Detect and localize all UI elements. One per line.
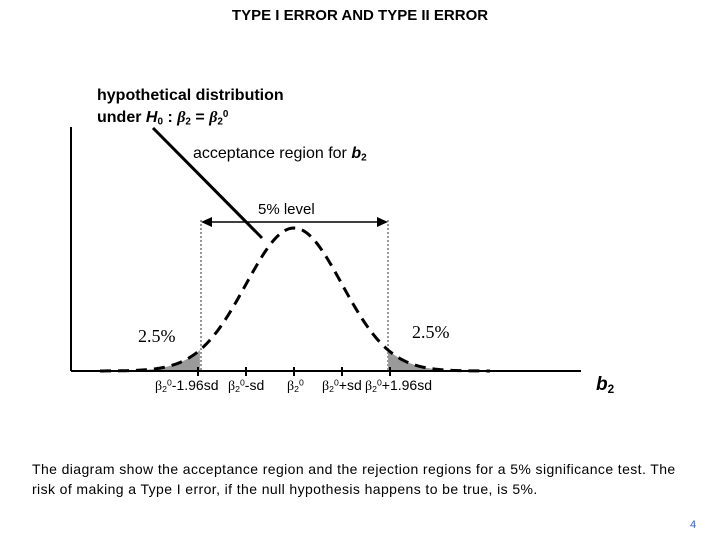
caption: The diagram show the acceptance region a…: [32, 461, 676, 497]
tick-beta: β: [365, 379, 373, 394]
x-axis-tick-marks: [197, 367, 391, 376]
tick-label-plus-196sd: β20+1.96sd: [365, 377, 432, 395]
hypothesis-H-sub: 0: [157, 116, 163, 128]
tick-sub: 2: [162, 384, 167, 395]
hypothesis-beta-rhs-sub: 2: [217, 116, 223, 128]
tick-beta: β: [228, 379, 236, 394]
acceptance-text: acceptance region for: [193, 145, 347, 162]
tick-label-plus-sd: β20+sd: [322, 377, 362, 395]
page-number: 4: [690, 519, 697, 531]
slide-title: TYPE I ERROR AND TYPE II ERROR: [231, 7, 489, 24]
tick-beta: β: [322, 379, 330, 394]
pointer-line: [151, 126, 264, 240]
tick-sup: 0: [376, 377, 382, 388]
hypothesis-equals: =: [195, 109, 205, 126]
tick-sub: 2: [329, 384, 334, 395]
tick-sub: 2: [372, 384, 377, 395]
hypothesis-label-line1: hypothetical distribution: [97, 87, 284, 104]
hypothesis-beta-lhs: β: [177, 109, 186, 126]
tick-suffix: +sd: [338, 377, 362, 393]
acceptance-b-sub: 2: [361, 152, 367, 164]
hypothesis-colon: :: [167, 109, 173, 126]
tick-suffix: +1.96sd: [381, 377, 432, 393]
x-axis-b: b: [596, 374, 608, 395]
hypothesis-beta-rhs: β: [209, 109, 218, 126]
tick-label-minus-sd: β20-sd: [228, 377, 264, 395]
tick-sup: 0: [333, 377, 339, 388]
normal-distribution-curve: [99, 226, 491, 373]
hypothesis-beta-lhs-sub: 2: [185, 116, 191, 128]
tick-sub: 2: [294, 384, 299, 395]
level-arrow-left-head: [201, 217, 212, 227]
tick-suffix: -1.96sd: [171, 377, 219, 393]
tick-sup: 0: [239, 377, 245, 388]
hypothesis-H: H: [145, 109, 158, 126]
hypothesis-beta-rhs-sup: 0: [222, 109, 229, 121]
left-tail-percent: 2.5%: [138, 326, 176, 346]
tick-suffix: -sd: [244, 377, 265, 393]
level-arrow-right-head: [377, 217, 388, 227]
right-rejection-region: [388, 350, 490, 371]
acceptance-region-label: acceptance region for b2: [193, 145, 367, 163]
tick-sup: 0: [298, 377, 304, 388]
tick-sup: 0: [166, 377, 172, 388]
left-rejection-region: [100, 350, 200, 371]
acceptance-b: b: [351, 145, 362, 162]
tick-beta: β: [287, 379, 295, 394]
x-axis-label: b2: [596, 374, 614, 396]
right-tail-percent: 2.5%: [412, 322, 450, 342]
x-axis-b-sub: 2: [607, 382, 615, 396]
tick-beta: β: [155, 379, 163, 394]
level-label: 5% level: [258, 201, 315, 218]
tick-sub: 2: [235, 384, 240, 395]
tick-label-minus-196sd: β20-1.96sd: [155, 377, 218, 395]
tick-label-center: β20: [287, 377, 304, 395]
hypothesis-under: under: [97, 109, 142, 126]
hypothesis-label-line2: under H0 : β2 = β20: [97, 109, 228, 127]
